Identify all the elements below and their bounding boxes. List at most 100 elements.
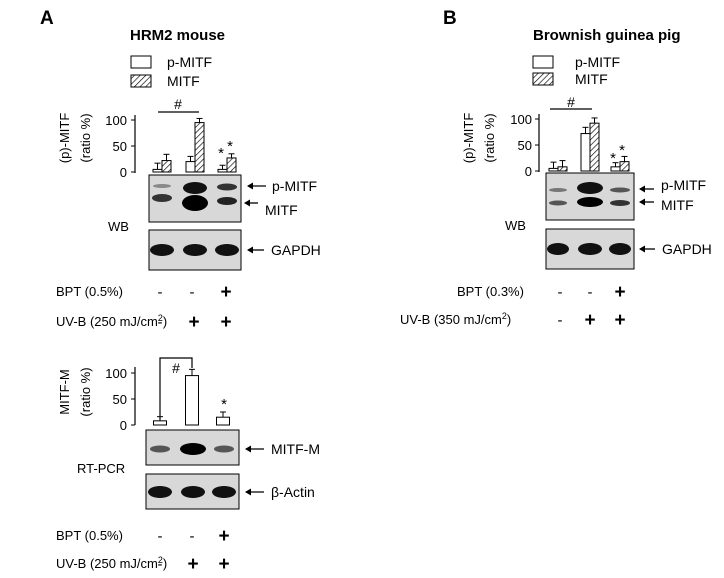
band [610,187,630,193]
bar [153,420,167,426]
blot-frame-mitf [545,172,635,221]
asterisk-mitf: * [619,142,625,159]
y-axis-label-unit: (ratio %) [482,113,497,162]
band-label-mitf-m: MITF-M [271,441,320,457]
y-axis-label-unit: (ratio %) [78,367,93,416]
treatment-mark: - [190,284,195,301]
bar [216,416,230,426]
asterisk: * [221,396,227,413]
band [148,486,172,498]
y-axis-label: (p)-MITF [461,113,476,164]
treatment-mark: - [558,312,563,329]
band-label-gapdh: GAPDH [662,241,712,257]
hash-mark: # [567,94,575,110]
method-label-wb: WB [108,219,129,234]
hash-mark: # [172,360,180,376]
band [217,183,237,191]
arrow-head [639,198,645,206]
panel-b-letter: B [443,8,457,29]
arrow-head [639,245,645,253]
y-tick-label: 100 [105,366,127,381]
hash-mark: # [174,96,182,112]
treatment-mark: - [588,284,593,301]
band [549,188,567,192]
treatment-label-uvb: UV-B (250 mJ/cm2) [56,555,167,571]
band [180,443,206,455]
y-tick-label: 50 [113,392,127,407]
bar-chart-a2: MITF-M (ratio %) 100 50 0 # * [57,357,230,433]
treatment-mark: - [158,556,163,573]
band-label-gapdh: GAPDH [271,242,321,258]
legend-swatch-hatched [130,74,152,88]
western-blot-b: WB p-MITF MITF GAPDH [505,172,712,270]
band-label-mitf: MITF [661,197,694,213]
band [578,243,602,255]
band [150,244,174,256]
band [577,197,603,207]
bar [557,166,568,172]
y-tick-label: 0 [120,165,127,180]
arrow-head [244,199,250,207]
band [577,182,603,194]
legend-label-p-mitf: p-MITF [167,54,212,70]
band [549,200,567,206]
treatment-table-a2: BPT (0.5%) - - + UV-B (250 mJ/cm2) - + + [56,526,230,575]
treatment-label-bpt: BPT (0.3%) [457,284,524,299]
bar [194,122,205,173]
treatment-mark: + [187,554,198,575]
bar [161,160,172,173]
band [153,184,171,188]
band [181,486,205,498]
panel-a-title: HRM2 mouse [130,27,225,44]
asterisk-p-mitf: * [610,150,616,167]
band [182,195,208,211]
treatment-mark: + [218,526,229,547]
band [214,445,234,453]
y-tick-label: 0 [525,164,532,179]
asterisk-mitf: * [227,138,233,155]
band [609,243,631,255]
bar-chart-b: (p)-MITF (ratio %) 100 50 0 # * * [461,94,630,179]
band [183,244,207,256]
method-label-wb: WB [505,218,526,233]
western-blot-a: WB p-MITF MITF GAPDH [108,174,321,271]
bar [580,133,591,172]
y-tick-label: 0 [120,418,127,433]
panel-a-letter: A [40,8,54,29]
y-axis-label-unit: (ratio %) [78,113,93,162]
y-tick-label: 100 [510,112,532,127]
treatment-mark: + [614,282,625,303]
band-label-p-mitf: p-MITF [661,177,706,193]
bar [226,157,237,173]
treatment-label-uvb: UV-B (350 mJ/cm2) [400,311,511,327]
legend-swatch-open [532,55,554,69]
treatment-mark: + [584,310,595,331]
legend-swatch-hatched [532,72,554,86]
bar [610,166,621,172]
y-tick-label: 50 [518,138,532,153]
bar [185,375,199,426]
band [183,182,207,194]
arrow-head [245,488,251,496]
arrow-head [247,246,253,254]
band-label-p-mitf: p-MITF [272,178,317,194]
bar [589,122,600,172]
band [152,194,172,202]
band [215,244,239,256]
panel-b-title: Brownish guinea pig [533,27,681,44]
y-axis-label: (p)-MITF [57,113,72,164]
y-axis-label: MITF-M [57,369,72,414]
band [610,200,630,206]
treatment-mark: - [158,284,163,301]
bar [619,161,630,172]
treatment-label-bpt: BPT (0.5%) [56,284,123,299]
bar-chart-a1: (p)-MITF (ratio %) 100 50 0 # * * [57,96,237,180]
significance-bracket [159,357,193,420]
treatment-mark: - [190,528,195,545]
treatment-mark: - [158,314,163,331]
bar [185,161,196,173]
method-label-rt-pcr: RT-PCR [77,461,125,476]
y-tick-label: 50 [113,139,127,154]
band [217,197,237,205]
